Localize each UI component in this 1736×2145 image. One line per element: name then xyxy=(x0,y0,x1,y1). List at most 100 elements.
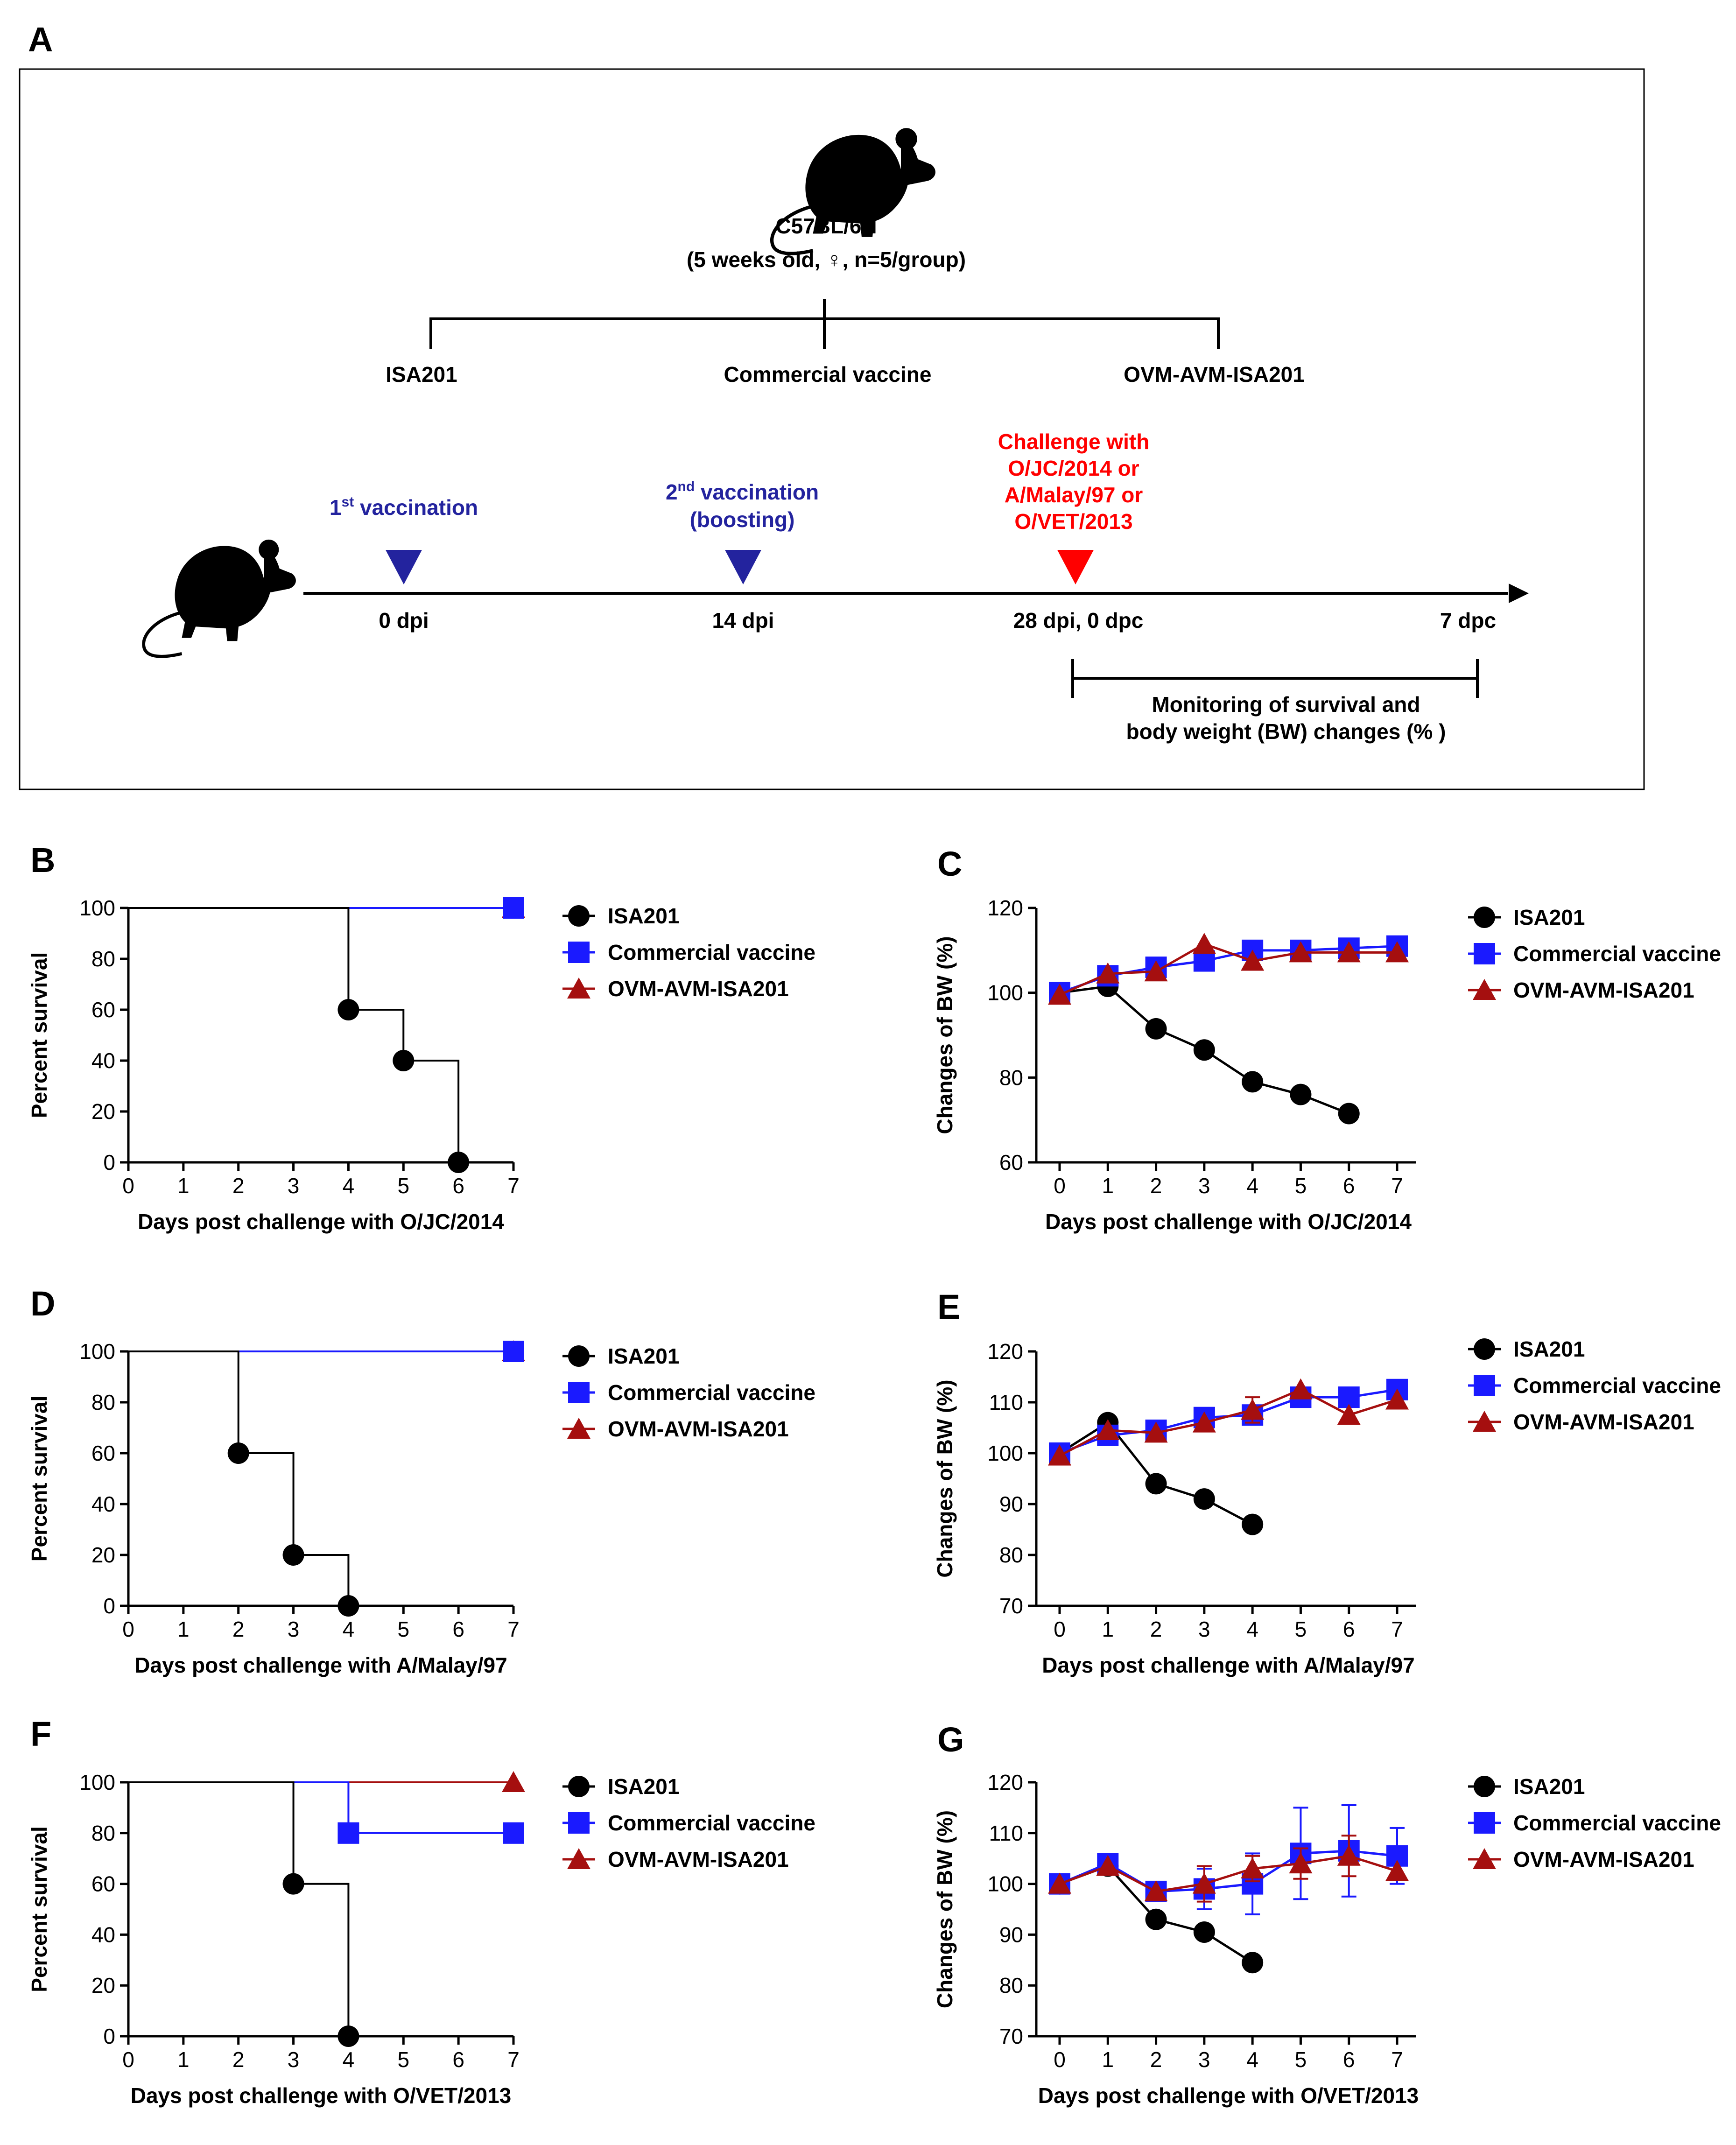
chart-panel-f: 0 20 40 60 80 100 0 1 2 3 4 5 6 7 Days post challenge … xyxy=(27,1770,815,2108)
data-point xyxy=(1144,960,1168,982)
x-tick-label: 1 xyxy=(1102,1174,1114,1198)
data-point xyxy=(1289,941,1313,963)
y-tick-label: 110 xyxy=(989,1821,1023,1845)
data-point xyxy=(1096,962,1120,984)
data-point xyxy=(503,897,524,919)
data-point xyxy=(337,2025,359,2047)
chart-panel-c: 60 80 100 120 0 1 2 3 4 5 6 7 Days post challenge wi… xyxy=(933,896,1721,1234)
first-vaccination-marker xyxy=(386,550,422,584)
data-point xyxy=(1385,1388,1409,1410)
x-tick-label: 0 xyxy=(122,1617,134,1641)
data-point xyxy=(1385,941,1409,963)
legend-marker-isa201 xyxy=(1474,1776,1495,1797)
legend: ISA201 Commercial vaccine OVM-AVM-ISA201 xyxy=(562,1774,815,1871)
y-tick-label: 40 xyxy=(91,1048,115,1073)
legend-label-isa201: ISA201 xyxy=(608,1344,679,1368)
x-tick-label: 3 xyxy=(1198,1617,1210,1641)
x-tick-label: 4 xyxy=(1246,1617,1258,1641)
y-tick-label: 40 xyxy=(91,1922,115,1947)
y-tick-label: 0 xyxy=(103,2024,115,2048)
data-point xyxy=(1242,1071,1264,1093)
panel-label-c: C xyxy=(937,844,962,883)
x-axis-title: Days post challenge with O/VET/2013 xyxy=(131,2083,512,2108)
group-bracket xyxy=(429,299,1220,349)
legend: ISA201 Commercial vaccine OVM-AVM-ISA201 xyxy=(1468,1774,1721,1871)
data-point xyxy=(1193,1039,1215,1061)
y-tick-label: 120 xyxy=(987,1339,1023,1364)
legend: ISA201 Commercial vaccine OVM-AVM-ISA201 xyxy=(562,1344,815,1441)
legend-label-isa201: ISA201 xyxy=(1513,905,1585,929)
y-tick-label: 80 xyxy=(999,1973,1023,1997)
x-tick-label: 6 xyxy=(452,2047,464,2072)
survival-curve xyxy=(128,1781,350,2036)
legend-label-isa201: ISA201 xyxy=(1513,1337,1585,1361)
series-ovm xyxy=(1048,933,1409,1005)
data-point xyxy=(1289,1852,1313,1874)
x-tick-label: 1 xyxy=(177,1617,190,1641)
x-tick-label: 7 xyxy=(1391,2047,1403,2072)
y-axis-title: Percent survival xyxy=(27,1826,51,1992)
panel-label-d: D xyxy=(30,1284,55,1323)
y-tick-label: 80 xyxy=(91,1821,115,1845)
y-tick-label: 90 xyxy=(999,1922,1023,1947)
x-tick-label: 2 xyxy=(1150,1617,1162,1641)
data-point xyxy=(1241,1857,1265,1878)
panel-label-f: F xyxy=(30,1715,51,1753)
y-tick-label: 100 xyxy=(987,1441,1023,1465)
x-tick-label: 2 xyxy=(1150,2047,1162,2072)
series-commercial xyxy=(128,1781,524,1844)
x-tick-label: 1 xyxy=(1102,1617,1114,1641)
chart-panel-g: 70 80 90 100 110 120 0 1 2 3 4 5 6 7 Days post challen… xyxy=(933,1770,1721,2108)
x-tick-label: 4 xyxy=(343,1617,355,1641)
x-tick-label: 0 xyxy=(122,2047,134,2072)
survival-curve xyxy=(128,1781,513,1834)
legend-marker-ovm xyxy=(567,1418,590,1439)
y-tick-label: 60 xyxy=(91,1872,115,1896)
legend-marker-isa201 xyxy=(1474,907,1495,928)
x-tick-label: 2 xyxy=(232,1174,245,1198)
x-tick-label: 5 xyxy=(397,1617,409,1641)
monitoring-line-1: Monitoring of survival and xyxy=(1152,692,1420,717)
data-point xyxy=(1337,1844,1361,1866)
challenge-line-2: O/JC/2014 or xyxy=(1008,456,1139,480)
data-point xyxy=(1192,933,1216,954)
x-tick-label: 5 xyxy=(1295,1174,1307,1198)
second-vaccination-sublabel: (boosting) xyxy=(690,507,795,532)
x-tick-label: 3 xyxy=(1198,1174,1210,1198)
y-tick-label: 100 xyxy=(987,1872,1023,1896)
legend-marker-isa201 xyxy=(568,905,590,927)
x-tick-label: 4 xyxy=(1246,2047,1258,2072)
y-tick-label: 80 xyxy=(91,947,115,971)
legend-marker-ovm xyxy=(1473,1848,1496,1869)
y-axis-title: Changes of BW (%) xyxy=(933,1810,957,2008)
legend-label-isa201: ISA201 xyxy=(608,1774,679,1799)
y-axis-title: Percent survival xyxy=(27,952,51,1118)
x-tick-label: 3 xyxy=(288,1617,300,1641)
panel-label-g: G xyxy=(937,1720,964,1759)
data-point xyxy=(337,1595,359,1617)
x-tick-label: 1 xyxy=(177,2047,190,2072)
data-point xyxy=(1145,1908,1167,1930)
x-tick-label: 5 xyxy=(1295,2047,1307,2072)
x-tick-label: 2 xyxy=(1150,1174,1162,1198)
legend-label-ovm: OVM-AVM-ISA201 xyxy=(1513,978,1694,1002)
legend-marker-commercial xyxy=(568,1382,590,1403)
data-point xyxy=(1289,1378,1313,1400)
data-point xyxy=(1193,1921,1215,1943)
x-axis-title: Days post challenge with A/Malay/97 xyxy=(134,1653,507,1677)
y-tick-label: 60 xyxy=(91,998,115,1022)
legend-marker-isa201 xyxy=(568,1776,590,1797)
y-tick-label: 60 xyxy=(999,1150,1023,1174)
y-tick-label: 120 xyxy=(987,896,1023,920)
second-vaccination-label: 2nd vaccination xyxy=(666,479,819,504)
x-tick-label: 1 xyxy=(1102,2047,1114,2072)
x-tick-label: 0 xyxy=(1054,1174,1066,1198)
x-tick-label: 5 xyxy=(397,1174,409,1198)
legend-label-ovm: OVM-AVM-ISA201 xyxy=(1513,1410,1694,1434)
x-tick-label: 3 xyxy=(288,2047,300,2072)
legend-marker-ovm xyxy=(567,978,590,999)
legend-label-commercial: Commercial vaccine xyxy=(1513,1373,1721,1398)
x-tick-label: 0 xyxy=(122,1174,134,1198)
